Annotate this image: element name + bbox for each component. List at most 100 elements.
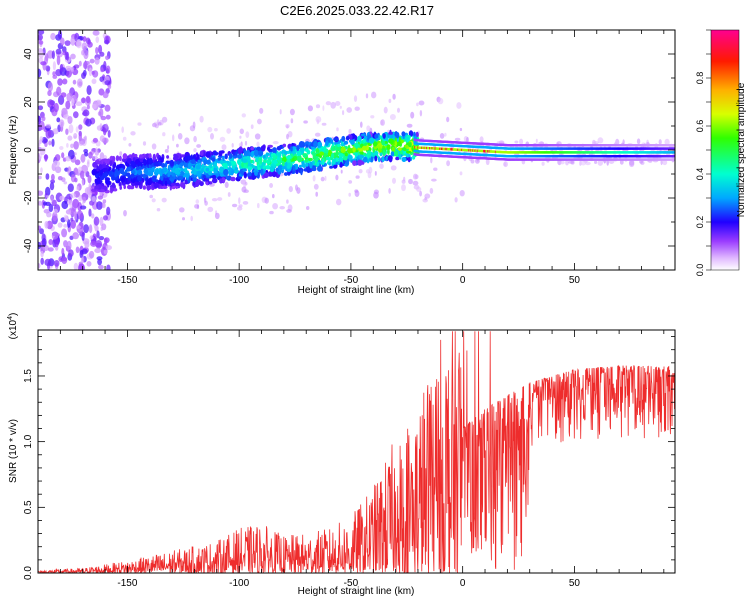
heatmap-cell [59,64,64,72]
heatmap-cell [659,158,661,161]
heatmap-cell [78,124,83,130]
heatmap-cell [54,238,59,248]
heatmap-cell [38,225,42,231]
heatmap-cell [82,61,88,69]
heatmap-cell [616,155,618,158]
heatmap-cell [616,151,618,154]
heatmap-cell [53,208,58,214]
heatmap-cell [482,157,484,160]
heatmap-cell [112,162,116,169]
heatmap-cell [628,147,631,150]
heatmap-cell [207,206,214,213]
heatmap-cell [374,155,378,162]
heatmap-cell [439,151,441,154]
heatmap-cell [610,144,613,147]
heatmap-cell [239,128,244,135]
heatmap-cell [205,167,210,172]
heatmap-cell [51,231,59,240]
heatmap-cell [493,143,495,146]
heatmap-cell [214,212,220,220]
heatmap-cell [45,65,51,72]
heatmap-cell [248,176,253,180]
heatmap-cell [99,135,105,142]
heatmap-cell [65,156,71,162]
heatmap-cell [388,155,393,163]
heatmap-cell [104,104,111,112]
heatmap-cell [480,153,483,156]
heatmap-cell [549,151,552,154]
heatmap-cell [421,142,423,146]
heatmap-cell [272,154,276,160]
heatmap-cell [562,158,564,161]
heatmap-cell [305,162,309,167]
heatmap-cell [652,147,654,150]
heatmap-cell [629,161,634,166]
heatmap-cell [52,211,58,222]
heatmap-cell [526,155,528,158]
heatmap-cell [343,140,349,145]
heatmap-cell [634,147,636,150]
heatmap-cell [475,142,477,145]
heatmap-cell [574,158,577,161]
heatmap-cell [598,158,600,161]
heatmap-cell [493,146,495,149]
heatmap-cell [544,144,546,147]
spectrogram-cells [38,30,675,270]
heatmap-cell [197,159,201,163]
chart-title: C2E6.2025.033.22.42.R17 [280,3,434,18]
heatmap-cell [265,165,271,170]
heatmap-cell [155,170,160,174]
heatmap-cell [397,147,402,152]
heatmap-cell [61,247,65,256]
heatmap-cell [100,226,104,231]
heatmap-cell [51,173,55,181]
heatmap-cell [39,136,44,142]
heatmap-cell [464,141,466,145]
heatmap-cell [485,158,490,165]
heatmap-cell [100,67,104,73]
heatmap-cell [603,147,606,150]
heatmap-cell [228,170,231,176]
heatmap-cell [238,143,241,147]
heatmap-cell [549,158,552,161]
heatmap-cell [374,171,377,176]
heatmap-cell [469,142,472,145]
heatmap-cell [285,161,288,168]
heatmap-cell [102,167,108,171]
heatmap-cell [505,155,508,158]
heatmap-cell [75,126,79,133]
heatmap-cell [639,144,642,147]
heatmap-cell [41,115,46,122]
heatmap-cell [415,150,418,153]
heatmap-cell [462,141,465,144]
heatmap-cell [99,123,103,128]
heatmap-cell [429,187,434,194]
heatmap-cell [322,158,325,166]
heatmap-cell [223,168,229,176]
heatmap-cell [500,143,502,146]
heatmap-cell [203,197,207,203]
heatmap-cell [38,115,42,125]
heatmap-cell [623,151,625,154]
heatmap-cell [549,144,552,147]
heatmap-cell [426,150,429,154]
heatmap-cell [354,189,359,193]
heatmap-cell [41,238,47,247]
heatmap-cell [184,137,190,145]
heatmap-cell [370,115,375,119]
heatmap-cell [401,156,407,162]
heatmap-cell [56,117,61,123]
heatmap-cell [49,182,55,191]
heatmap-cell [408,130,414,137]
heatmap-cell [62,78,68,85]
heatmap-cell [262,154,266,159]
heatmap-cell [363,135,368,140]
heatmap-cell [60,92,67,98]
heatmap-cell [96,201,103,210]
heatmap-cell [591,155,593,158]
heatmap-cell [239,135,242,139]
heatmap-cell [347,147,353,154]
heatmap-cell [391,146,396,153]
heatmap-cell [238,197,241,205]
bottom-y-axis-label: SNR (10 * v/v) [8,419,19,483]
